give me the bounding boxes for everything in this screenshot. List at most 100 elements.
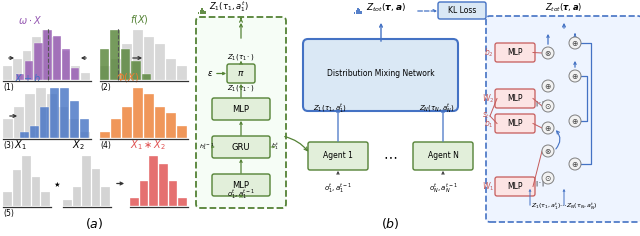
Text: $W_1$: $W_1$ [481, 180, 494, 193]
Text: $X_1 \ast X_2$: $X_1 \ast X_2$ [130, 138, 166, 152]
Bar [70, 101, 79, 138]
FancyBboxPatch shape [495, 177, 535, 196]
Bar [204, 11, 206, 14]
Bar [169, 181, 177, 206]
Text: (1): (1) [3, 83, 13, 92]
Text: MLP: MLP [232, 105, 250, 114]
Circle shape [542, 172, 554, 184]
Bar [35, 42, 42, 80]
Bar [122, 107, 132, 138]
Text: $\oplus$: $\oplus$ [571, 39, 579, 48]
Text: $\otimes$: $\otimes$ [544, 147, 552, 156]
Bar [122, 44, 132, 80]
Bar [42, 192, 50, 206]
Bar [203, 9, 204, 14]
Text: $o_1^t, a_1^{t-1}$: $o_1^t, a_1^{t-1}$ [324, 181, 352, 194]
Text: $Z_N(\tau_N, a_N^t)$: $Z_N(\tau_N, a_N^t)$ [419, 101, 455, 114]
Bar [354, 12, 355, 14]
Bar [71, 67, 79, 80]
Bar [179, 198, 187, 206]
FancyBboxPatch shape [212, 174, 270, 196]
Text: MLP: MLP [508, 94, 523, 103]
Bar [3, 119, 13, 138]
Text: $X_2$: $X_2$ [72, 138, 84, 152]
Text: $\oplus$: $\oplus$ [544, 124, 552, 133]
Bar [155, 44, 165, 80]
Text: $\Phi(X)$: $\Phi(X)$ [116, 71, 139, 84]
Bar [121, 49, 130, 80]
Text: $\oplus$: $\oplus$ [544, 82, 552, 91]
Bar [36, 88, 46, 138]
FancyBboxPatch shape [196, 17, 286, 208]
Text: MLP: MLP [508, 182, 523, 191]
FancyBboxPatch shape [227, 64, 255, 83]
FancyBboxPatch shape [495, 89, 535, 108]
Bar [42, 30, 51, 80]
Bar [52, 37, 61, 80]
Bar [92, 169, 100, 206]
Text: (4): (4) [100, 141, 111, 150]
Text: $\oplus$: $\oplus$ [571, 160, 579, 169]
Circle shape [542, 145, 554, 157]
Text: $\otimes$: $\otimes$ [544, 49, 552, 58]
Bar [60, 88, 69, 138]
Bar [13, 59, 22, 80]
Bar [159, 164, 168, 206]
Text: $Z_1(\tau_1, a_1^t)$: $Z_1(\tau_1, a_1^t)$ [313, 101, 347, 114]
Text: $\oplus$: $\oplus$ [571, 117, 579, 126]
Bar [47, 94, 57, 138]
Bar [100, 132, 110, 138]
FancyBboxPatch shape [495, 114, 535, 133]
Bar [140, 181, 148, 206]
Text: Agent N: Agent N [428, 152, 458, 160]
Bar [101, 187, 110, 206]
Bar [131, 61, 141, 80]
Circle shape [542, 80, 554, 92]
Text: $X+b$: $X+b$ [14, 72, 41, 84]
Circle shape [569, 70, 581, 82]
Bar [33, 37, 41, 80]
Bar [22, 51, 31, 80]
Bar [111, 59, 121, 80]
Circle shape [569, 115, 581, 127]
Text: $Z_1(\tau_1 \cdot)$: $Z_1(\tau_1 \cdot)$ [227, 52, 255, 62]
Circle shape [542, 122, 554, 134]
Text: $Z_1(\tau_1 \cdot)$: $Z_1(\tau_1 \cdot)$ [227, 83, 255, 93]
Text: $|\cdot|$: $|\cdot|$ [535, 180, 545, 189]
Bar [359, 9, 360, 14]
Text: $\cdots$: $\cdots$ [383, 149, 397, 163]
Text: $o_N^t, a_N^{t-1}$: $o_N^t, a_N^{t-1}$ [429, 181, 458, 194]
Bar [22, 156, 31, 206]
Bar [100, 66, 110, 80]
Bar [356, 10, 357, 14]
Bar [80, 119, 89, 138]
Bar [166, 59, 176, 80]
Text: Agent 1: Agent 1 [323, 152, 353, 160]
Text: GRU: GRU [232, 143, 250, 152]
Bar [40, 107, 49, 138]
Bar [63, 200, 72, 206]
Text: MLP: MLP [508, 119, 523, 128]
Bar [81, 73, 90, 80]
Bar [32, 177, 40, 206]
Circle shape [542, 100, 554, 112]
Text: $b_1$: $b_1$ [484, 117, 494, 130]
Bar [30, 126, 39, 138]
Text: $Z_{tot}(\boldsymbol{\tau}, \boldsymbol{a})$: $Z_{tot}(\boldsymbol{\tau}, \boldsymbol{… [545, 1, 583, 14]
Text: $|\cdot|$: $|\cdot|$ [535, 98, 545, 108]
Text: $W_2$: $W_2$ [481, 92, 494, 105]
Bar [100, 49, 109, 80]
Text: $o_1^t, a_1^{t-1}$: $o_1^t, a_1^{t-1}$ [227, 187, 255, 200]
Bar [111, 119, 121, 138]
Bar [58, 107, 68, 138]
Bar [61, 51, 70, 80]
Bar [141, 74, 151, 80]
Bar [69, 119, 79, 138]
Text: $\epsilon$: $\epsilon$ [207, 69, 213, 78]
FancyBboxPatch shape [212, 98, 270, 120]
Bar [3, 66, 12, 80]
Text: MLP: MLP [508, 48, 523, 57]
Bar [16, 74, 24, 80]
Text: (2): (2) [100, 83, 111, 92]
Bar [130, 198, 139, 206]
